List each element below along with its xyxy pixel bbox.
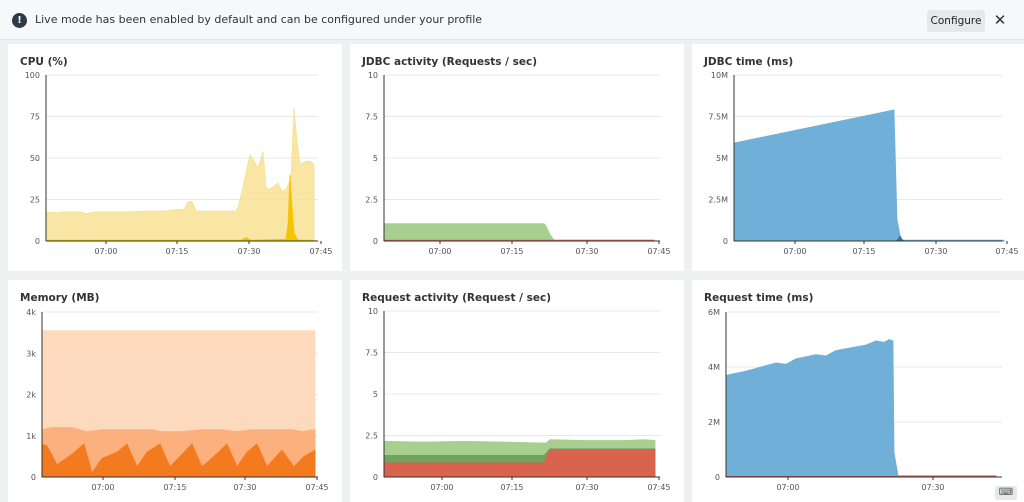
panel-title: Memory (MB) xyxy=(20,292,100,304)
y-tick-label: 100 xyxy=(25,71,40,80)
y-tick-label: 7.5 xyxy=(365,349,378,358)
y-tick-label: 4M xyxy=(708,363,720,372)
x-tick-label: 07:45 xyxy=(647,483,670,492)
x-tick-label: 07:30 xyxy=(575,247,598,256)
y-tick-label: 5M xyxy=(716,154,728,163)
y-tick-label: 2.5M xyxy=(708,196,728,205)
x-tick-label: 07:00 xyxy=(783,247,806,256)
y-tick-label: 0 xyxy=(373,473,378,482)
x-tick-label: 07:15 xyxy=(165,247,188,256)
y-tick-label: 2.5 xyxy=(365,432,378,441)
x-tick-label: 07:00 xyxy=(428,247,451,256)
x-tick-label: 07:30 xyxy=(575,483,598,492)
configure-button[interactable]: Configure xyxy=(927,10,985,32)
y-tick-label: 2M xyxy=(708,418,720,427)
x-tick-label: 07:30 xyxy=(237,247,260,256)
request-activity-panel: Request activity (Request / sec) 0 2.5 5 7.… xyxy=(350,280,684,502)
live-mode-banner: ! Live mode has been enabled by default … xyxy=(0,0,1024,40)
y-tick-label: 75 xyxy=(30,113,40,122)
y-tick-label: 5 xyxy=(373,154,378,163)
banner-message: Live mode has been enabled by default an… xyxy=(35,13,483,26)
panel-title: CPU (%) xyxy=(20,56,68,68)
x-tick-label: 07:15 xyxy=(500,247,523,256)
y-tick-label: 5 xyxy=(373,390,378,399)
request-activity-chart: 0 2.5 5 7.5 10 07:00 07:15 07:30 07:45 xyxy=(365,307,670,492)
close-icon[interactable]: ✕ xyxy=(993,11,1007,29)
x-tick-label: 07:00 xyxy=(94,247,117,256)
memory-chart: 0 1k 2k 3k 4k 07:00 07:15 07:30 07:45 xyxy=(26,308,328,492)
y-tick-label: 0 xyxy=(35,237,40,246)
y-tick-label: 10 xyxy=(368,307,378,316)
series-area-0 xyxy=(725,339,997,478)
x-tick-label: 07:00 xyxy=(776,483,799,492)
x-tick-label: 07:30 xyxy=(233,483,256,492)
cpu-chart: 0 25 50 75 100 07:00 07:15 07:30 07:45 xyxy=(25,71,333,256)
panel-title: Request time (ms) xyxy=(704,292,814,304)
series-area-0 xyxy=(45,108,315,242)
x-tick-label: 07:15 xyxy=(852,247,875,256)
jdbc-time-panel: JDBC time (ms) 0 2.5M 5M 7.5M 10M 07:00 07:15 0… xyxy=(692,44,1024,271)
y-tick-label: 3k xyxy=(26,349,36,358)
series-area-0 xyxy=(733,109,1005,242)
jdbc-activity-chart: 0 2.5 5 7.5 10 07:00 07:15 07:30 07:45 xyxy=(365,71,670,256)
panel-title: JDBC time (ms) xyxy=(704,56,794,68)
x-tick-label: 07:45 xyxy=(309,247,332,256)
y-tick-label: 50 xyxy=(30,154,40,163)
y-tick-label: 1k xyxy=(26,432,36,441)
series-area-2 xyxy=(41,443,316,478)
y-tick-label: 0 xyxy=(31,473,36,482)
jdbc-time-chart: 0 2.5M 5M 7.5M 10M 07:00 07:15 07:30 07:45 xyxy=(708,71,1018,256)
x-tick-label: 07:15 xyxy=(163,483,186,492)
series-area-0 xyxy=(383,223,655,242)
x-tick-label: 07:45 xyxy=(305,483,328,492)
alert-circle-icon: ! xyxy=(12,13,27,28)
y-tick-label: 25 xyxy=(30,196,40,205)
y-tick-label: 2.5 xyxy=(365,196,378,205)
x-tick-label: 07:30 xyxy=(924,247,947,256)
request-time-panel: Request time (ms) 0 2M 4M 6M 07:00 07:30 xyxy=(692,280,1024,502)
series-area-1 xyxy=(45,174,315,242)
y-tick-label: 10M xyxy=(711,71,728,80)
x-tick-label: 07:45 xyxy=(995,247,1018,256)
cpu-panel: CPU (%) 0 25 50 75 100 07:00 07:15 07:30 07:45 xyxy=(8,44,342,271)
y-tick-label: 0 xyxy=(373,237,378,246)
series-area-2 xyxy=(383,449,656,478)
y-tick-label: 7.5M xyxy=(708,113,728,122)
x-tick-label: 07:00 xyxy=(430,483,453,492)
y-tick-label: 0 xyxy=(723,237,728,246)
x-tick-label: 07:15 xyxy=(500,483,523,492)
x-tick-label: 07:45 xyxy=(647,247,670,256)
memory-panel: Memory (MB) 0 1k 2k 3k 4k 07:00 07:15 07:30 07:4… xyxy=(8,280,342,502)
x-tick-label: 07:00 xyxy=(91,483,114,492)
y-tick-label: 7.5 xyxy=(365,113,378,122)
y-tick-label: 0 xyxy=(715,473,720,482)
y-tick-label: 6M xyxy=(708,308,720,317)
y-tick-label: 10 xyxy=(368,71,378,80)
request-time-chart: 0 2M 4M 6M 07:00 07:30 xyxy=(708,308,1002,492)
y-tick-label: 4k xyxy=(26,308,36,317)
panel-title: JDBC activity (Requests / sec) xyxy=(362,56,538,68)
jdbc-activity-panel: JDBC activity (Requests / sec) 0 2.5 5 7.5 1… xyxy=(350,44,684,271)
panel-title: Request activity (Request / sec) xyxy=(362,292,552,304)
y-tick-label: 2k xyxy=(26,391,36,400)
keyboard-icon[interactable]: ⌨ xyxy=(995,486,1017,500)
x-tick-label: 07:30 xyxy=(921,483,944,492)
